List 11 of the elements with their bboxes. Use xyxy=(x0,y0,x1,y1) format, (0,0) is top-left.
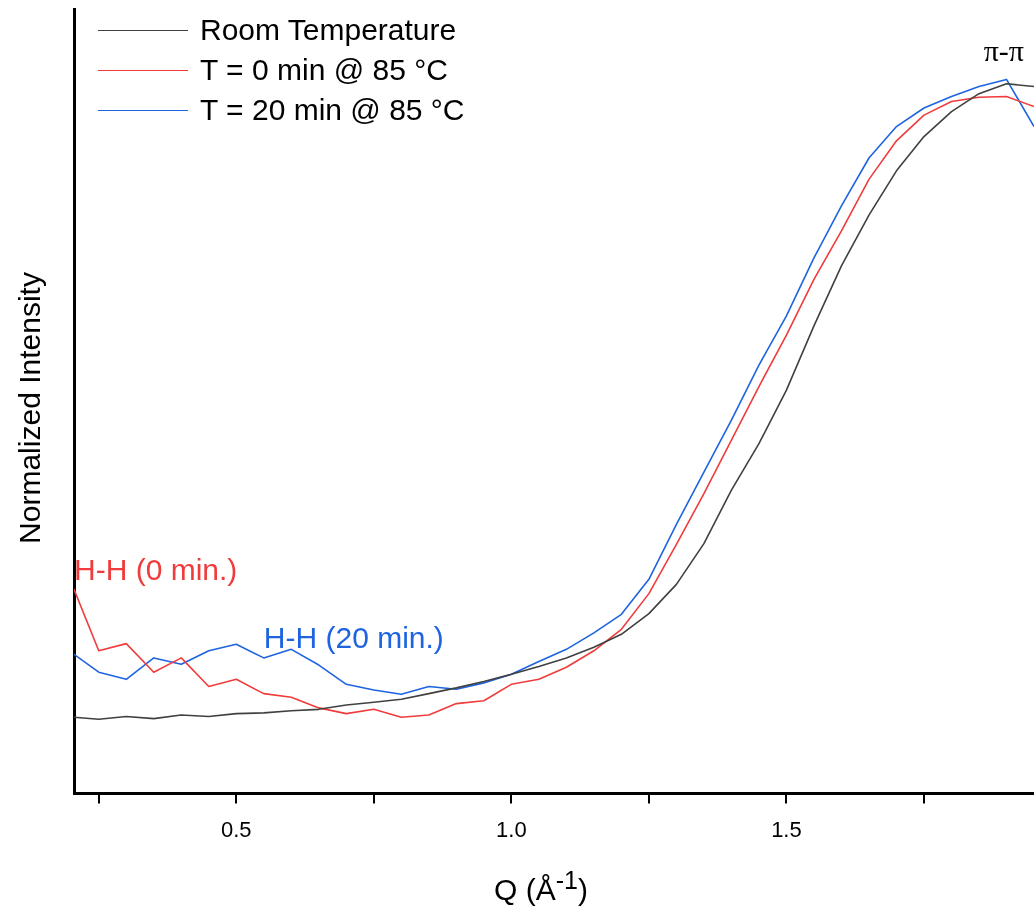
annotation: H-H (0 min.) xyxy=(74,552,238,586)
y-axis-title: Normalized Intensity xyxy=(13,272,47,544)
x-tick-label: 1.5 xyxy=(771,816,802,842)
text: π-π xyxy=(983,33,1024,67)
x-axis-title: Q (Å$^{-1}$) xyxy=(493,866,589,907)
legend-label: T = 0 min @ 85 °C xyxy=(200,52,448,88)
annotation: H-H (20 min.) xyxy=(263,621,444,655)
legend-label: Room Temperature xyxy=(200,12,457,48)
x-tick-label: 1.0 xyxy=(496,816,527,842)
legend-label: T = 20 min @ 85 °C xyxy=(200,92,465,128)
x-tick-label: 0.5 xyxy=(221,816,252,842)
